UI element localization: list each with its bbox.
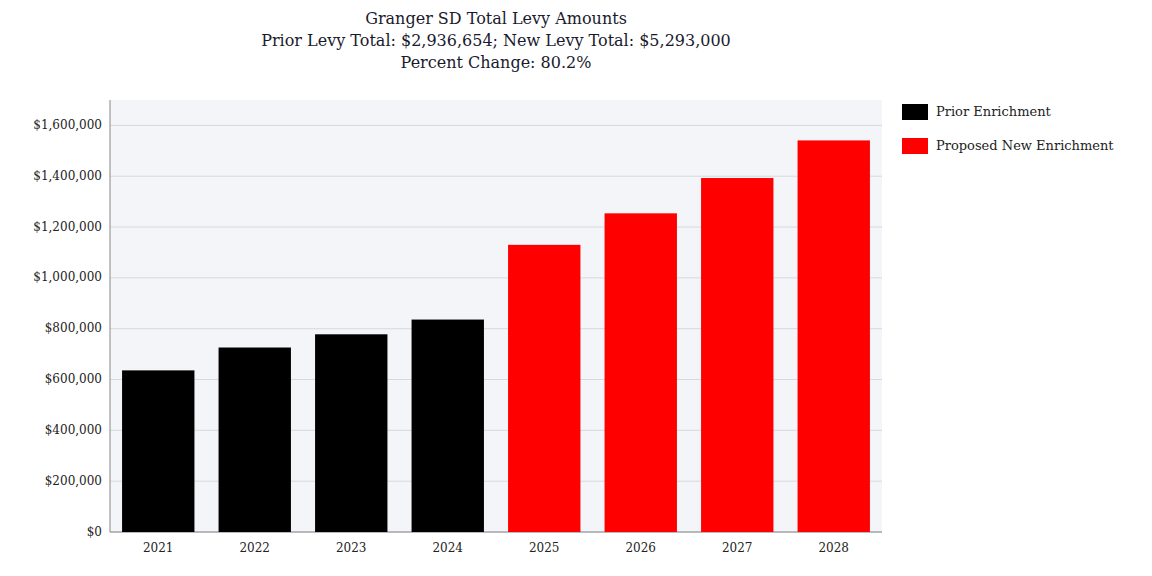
legend-swatch [902,104,928,120]
x-tick-label: 2027 [722,541,753,555]
bar [122,370,194,532]
x-tick-label: 2024 [432,541,463,555]
bar [508,245,580,532]
chart-svg: $0 $200,000 $400,000 $600,000 $800,000 $1,000… [0,0,1152,576]
legend-label: Prior Enrichment [936,104,1052,119]
y-tick-label: $1,200,000 [33,220,102,234]
y-tick-label: $400,000 [45,423,102,437]
x-axis: 2021 2022 2023 2024 2025 2026 2027 2028 [143,541,849,555]
legend-swatch [902,138,928,154]
x-tick-label: 2023 [336,541,367,555]
y-tick-label: $0 [87,525,102,539]
bar [798,140,870,532]
grid-line [110,176,882,177]
plot-background [110,100,882,532]
bar [701,178,773,532]
y-axis: $0 $200,000 $400,000 $600,000 $800,000 $1,000… [33,118,882,539]
bars [122,140,870,532]
y-axis-line [110,100,111,532]
y-tick-label: $1,600,000 [33,118,102,132]
x-tick-label: 2022 [239,541,270,555]
bar [315,334,387,532]
legend: Prior Enrichment Proposed New Enrichment [902,104,1114,155]
y-tick-label: $800,000 [45,321,102,335]
bar [605,213,677,532]
x-tick-label: 2026 [625,541,656,555]
title: Granger SD Total Levy Amounts Prior Levy … [261,9,731,72]
grid-line [110,125,882,126]
y-tick-label: $600,000 [45,372,102,386]
title-line: Prior Levy Total: $2,936,654; New Levy T… [261,31,731,50]
bar [219,348,291,532]
title-line: Percent Change: 80.2% [401,53,592,72]
title-line: Granger SD Total Levy Amounts [365,9,627,28]
y-tick-label: $1,400,000 [33,169,102,183]
x-tick-label: 2025 [529,541,560,555]
bar [412,320,484,532]
x-tick-label: 2021 [143,541,174,555]
x-tick-label: 2028 [818,541,849,555]
y-tick-label: $200,000 [45,474,102,488]
chart-container: $0 $200,000 $400,000 $600,000 $800,000 $1,000… [0,0,1152,576]
y-tick-label: $1,000,000 [33,270,102,284]
legend-label: Proposed New Enrichment [936,138,1114,153]
